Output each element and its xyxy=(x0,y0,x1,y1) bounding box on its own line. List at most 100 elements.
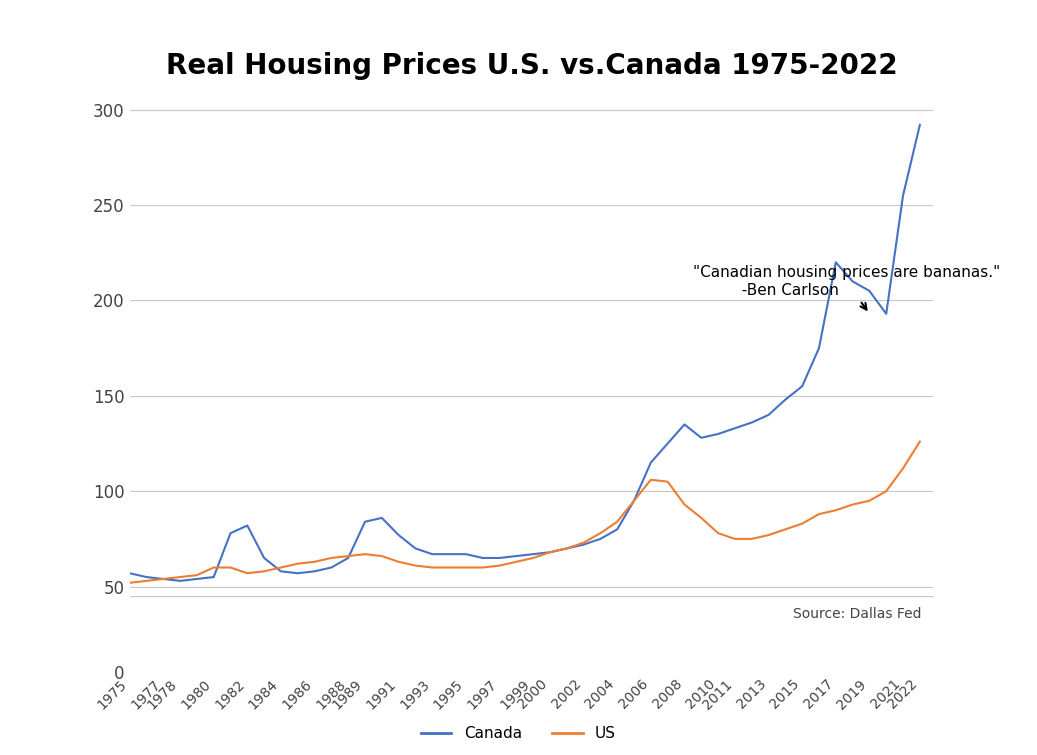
US xyxy=(342,552,355,561)
US xyxy=(191,571,203,580)
US xyxy=(291,559,304,569)
Legend: Canada, US: Canada, US xyxy=(415,720,622,747)
Canada xyxy=(476,553,488,562)
US xyxy=(476,563,488,572)
US xyxy=(578,538,590,547)
Canada xyxy=(678,420,691,429)
Canada xyxy=(275,567,287,576)
US xyxy=(627,496,640,505)
Canada xyxy=(140,572,152,581)
US xyxy=(561,544,573,553)
US xyxy=(813,510,825,519)
US xyxy=(459,563,472,572)
Canada xyxy=(578,540,590,549)
US xyxy=(897,464,909,473)
US xyxy=(410,561,422,570)
Canada xyxy=(494,553,506,562)
US xyxy=(594,528,607,538)
Text: Source: Dallas Fed: Source: Dallas Fed xyxy=(792,608,921,621)
Canada xyxy=(459,550,472,559)
Canada xyxy=(375,513,388,522)
Canada xyxy=(510,552,523,561)
US xyxy=(880,487,893,496)
US xyxy=(494,561,506,570)
Canada xyxy=(258,553,271,562)
US xyxy=(645,475,657,484)
US xyxy=(662,477,674,486)
Canada xyxy=(157,575,169,584)
US xyxy=(711,528,724,538)
Canada xyxy=(729,424,741,433)
Canada xyxy=(662,439,674,448)
Canada xyxy=(711,430,724,439)
Canada xyxy=(796,382,809,391)
Canada xyxy=(326,563,338,572)
Canada xyxy=(813,344,825,353)
Canada xyxy=(543,547,556,556)
US xyxy=(174,572,187,581)
Canada xyxy=(443,550,455,559)
Canada xyxy=(174,576,187,585)
Canada xyxy=(779,395,791,404)
Canada xyxy=(359,517,371,526)
US xyxy=(207,563,220,572)
Canada xyxy=(123,569,136,578)
US xyxy=(830,506,842,515)
Text: "Canadian housing prices are bananas."
          -Ben Carlson: "Canadian housing prices are bananas." -… xyxy=(693,265,1000,310)
Canada xyxy=(611,525,623,534)
US xyxy=(695,513,707,522)
US xyxy=(224,563,236,572)
Canada xyxy=(342,553,355,562)
US xyxy=(543,547,556,556)
Canada xyxy=(594,535,607,544)
US xyxy=(140,576,152,585)
US xyxy=(275,563,287,572)
Canada xyxy=(846,277,859,286)
US xyxy=(527,553,539,562)
Canada xyxy=(695,433,707,442)
Canada xyxy=(224,528,236,538)
US xyxy=(308,557,320,566)
Canada xyxy=(392,531,404,540)
US xyxy=(426,563,439,572)
Canada xyxy=(410,544,422,553)
US xyxy=(392,557,404,566)
US xyxy=(258,567,271,576)
Canada xyxy=(207,572,220,581)
Canada xyxy=(191,575,203,584)
Canada xyxy=(830,257,842,267)
Title: Real Housing Prices U.S. vs.Canada 1975-2022: Real Housing Prices U.S. vs.Canada 1975-… xyxy=(166,52,897,80)
Canada xyxy=(645,458,657,467)
US xyxy=(443,563,455,572)
US xyxy=(796,519,809,528)
US xyxy=(611,517,623,526)
Canada xyxy=(914,120,926,129)
Canada xyxy=(762,411,775,420)
Line: US: US xyxy=(130,442,920,583)
Canada xyxy=(897,191,909,200)
Canada xyxy=(426,550,439,559)
US xyxy=(510,557,523,566)
US xyxy=(678,500,691,509)
US xyxy=(846,500,859,509)
Canada xyxy=(308,567,320,576)
US xyxy=(762,531,775,540)
Canada xyxy=(527,550,539,559)
US xyxy=(326,553,338,562)
US xyxy=(746,535,758,544)
Canada xyxy=(241,521,253,530)
Canada xyxy=(627,496,640,505)
Canada xyxy=(880,310,893,319)
US xyxy=(779,525,791,534)
Canada xyxy=(291,569,304,578)
Line: Canada: Canada xyxy=(130,125,920,581)
Canada xyxy=(561,544,573,553)
Canada xyxy=(746,418,758,427)
US xyxy=(241,569,253,578)
US xyxy=(123,578,136,587)
US xyxy=(359,550,371,559)
Canada xyxy=(863,286,875,295)
US xyxy=(375,552,388,561)
US xyxy=(914,437,926,446)
US xyxy=(729,535,741,544)
